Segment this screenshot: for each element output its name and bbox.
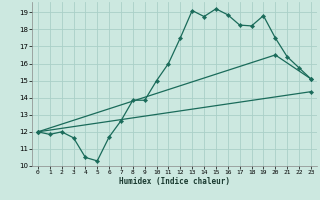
X-axis label: Humidex (Indice chaleur): Humidex (Indice chaleur) xyxy=(119,177,230,186)
